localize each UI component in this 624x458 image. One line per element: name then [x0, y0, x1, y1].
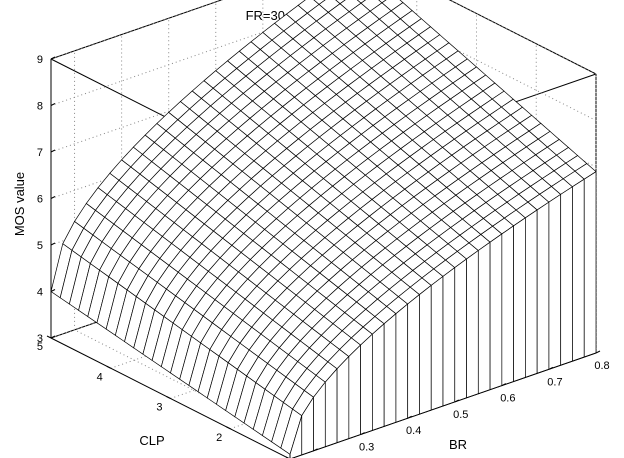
- skirt-strip: [454, 258, 467, 403]
- z-tick-mark: [50, 56, 56, 60]
- x-tick-label: 0.8: [594, 360, 609, 372]
- x-axis-label: BR: [449, 437, 467, 452]
- y-tick-mark: [46, 335, 52, 339]
- box-edge: [50, 0, 223, 60]
- skirt-strip: [360, 333, 373, 436]
- z-tick-label: 5: [37, 240, 43, 252]
- skirt-strip: [372, 322, 385, 431]
- skirt-strip: [383, 312, 397, 427]
- x-tick-label: 0.4: [406, 425, 421, 437]
- skirt-strip: [336, 355, 350, 444]
- z-tick-label: 6: [37, 194, 43, 206]
- skirt-strip: [536, 201, 550, 374]
- skirt-strip: [442, 266, 456, 407]
- y-tick-label: 5: [37, 341, 43, 353]
- x-tick-mark: [407, 415, 412, 419]
- y-tick-mark: [285, 456, 290, 458]
- z-tick-label: 8: [37, 101, 43, 113]
- z-tick-mark: [50, 242, 56, 246]
- surface-mesh: [50, 0, 597, 458]
- box-edge: [291, 352, 597, 458]
- x-tick-label: 0.6: [500, 393, 515, 405]
- z-tick-mark: [50, 149, 56, 153]
- x-tick-mark: [501, 383, 507, 387]
- z-tick-label: 9: [37, 54, 43, 66]
- grid-line: [448, 0, 597, 75]
- skirt-strip: [548, 193, 562, 370]
- skirt-strip: [348, 344, 361, 440]
- skirt-strip: [477, 241, 491, 395]
- skirt-strip: [583, 171, 597, 358]
- tick-labels: 0.20.30.40.50.60.70.8123453456789: [37, 54, 610, 458]
- surface-cell: [335, 0, 346, 5]
- grid-line: [356, 0, 597, 121]
- skirt-strip: [525, 209, 538, 378]
- z-tick-label: 4: [37, 287, 43, 299]
- skirt-strip: [419, 284, 432, 415]
- x-tick-mark: [313, 448, 318, 452]
- skirt-strip: [501, 225, 514, 387]
- skirt-strip: [395, 303, 409, 423]
- z-tick-mark: [50, 335, 56, 339]
- y-tick-mark: [166, 396, 171, 399]
- y-tick-label: 2: [216, 432, 222, 444]
- x-tick-mark: [548, 366, 554, 370]
- y-tick-mark: [226, 426, 231, 430]
- x-tick-mark: [595, 350, 601, 354]
- skirt-strip: [572, 178, 585, 362]
- x-tick-label: 0.3: [359, 442, 374, 454]
- y-tick-mark: [106, 365, 111, 369]
- z-axis-label: MOS value: [12, 172, 27, 236]
- skirt-strip: [324, 367, 338, 448]
- skirt-strip: [560, 186, 573, 366]
- z-tick-label: 3: [37, 333, 43, 345]
- skirt-strip: [513, 217, 526, 383]
- x-tick-label: 0.5: [453, 409, 468, 421]
- y-axis-label: CLP: [139, 433, 164, 448]
- y-tick-label: 4: [97, 371, 103, 383]
- skirt-strip: [466, 249, 479, 399]
- surface-cell: [356, 0, 367, 4]
- skirt-strip: [430, 275, 444, 411]
- skirt-strip: [489, 233, 503, 391]
- surface-cell: [313, 0, 326, 5]
- skirt-strip: [407, 293, 420, 419]
- x-tick-mark: [454, 399, 459, 403]
- z-tick-mark: [50, 289, 56, 292]
- z-tick-mark: [50, 196, 56, 199]
- z-tick-label: 7: [37, 147, 43, 159]
- z-tick-mark: [50, 103, 56, 106]
- x-tick-mark: [360, 432, 365, 435]
- x-tick-label: 0.7: [547, 376, 562, 388]
- surface-cell: [378, 0, 387, 4]
- y-tick-label: 3: [156, 402, 162, 414]
